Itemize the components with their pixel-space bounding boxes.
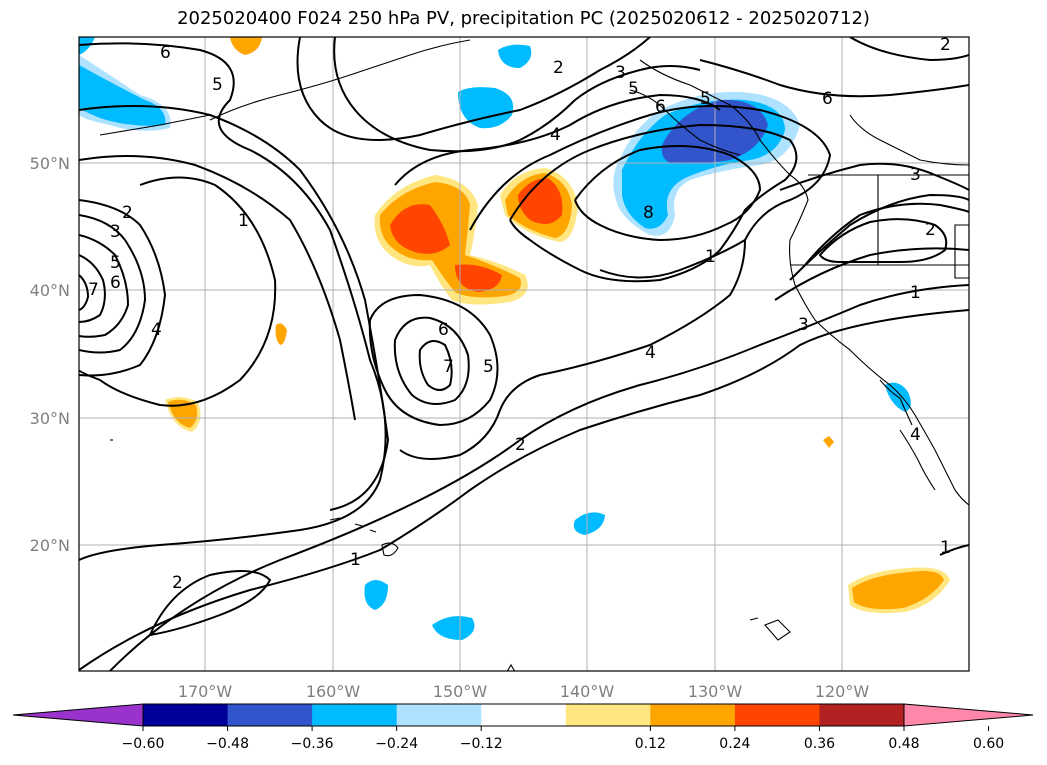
lon-label: 120°W	[815, 682, 870, 701]
contour-label: 2	[172, 573, 183, 593]
pv-contours	[79, 37, 969, 671]
contour-label: 5	[700, 89, 711, 109]
colorbar-frame	[142, 703, 905, 727]
contour-label: 4	[645, 343, 656, 363]
contour-label: 1	[238, 211, 249, 231]
contour-label: 2	[940, 35, 951, 55]
colorbar-extension-high	[903, 703, 1034, 727]
contour-label: 6	[822, 89, 833, 109]
lat-label: 30°N	[30, 409, 70, 428]
lon-label: 160°W	[306, 682, 361, 701]
contour-label: 6	[438, 320, 449, 340]
colorbar-tick-label: −0.60	[122, 736, 165, 752]
lat-label: 40°N	[30, 281, 70, 300]
contour-label: 2	[925, 220, 936, 240]
contour-label: 3	[110, 222, 121, 242]
colorbar-bin	[565, 704, 651, 726]
contour-label: 4	[550, 125, 561, 145]
colorbar-tick-label: −0.24	[375, 736, 418, 752]
contour-label: 1	[705, 247, 716, 267]
colorbar	[12, 703, 1034, 727]
colorbar-tick-label: −0.36	[291, 736, 334, 752]
contour-label: 2	[553, 58, 564, 78]
colorbar-bin	[819, 704, 905, 726]
contour-label: 3	[910, 165, 921, 185]
contour-label: 7	[88, 280, 99, 300]
colorbar-bin	[396, 704, 482, 726]
colorbar-tick-label: 0.60	[973, 736, 1004, 752]
contour-label: 6	[110, 273, 121, 293]
contour-label: 6	[655, 97, 666, 117]
contour-label: 8	[643, 203, 654, 223]
contour-label: 4	[151, 320, 162, 340]
map-frame	[78, 36, 970, 672]
colorbar-tick-label: −0.48	[206, 736, 249, 752]
lon-label: 150°W	[433, 682, 488, 701]
colorbar-tick-label: 0.48	[888, 736, 919, 752]
coastlines	[99, 39, 969, 671]
positive-precip-areas	[165, 37, 950, 614]
contour-label: 4	[910, 425, 921, 445]
contour-label: 5	[628, 79, 639, 99]
colorbar-extension-low	[12, 703, 144, 727]
colorbar-bin	[227, 704, 313, 726]
contour-label: 1	[940, 538, 951, 558]
contour-label: 5	[483, 357, 494, 377]
contour-label: 7	[443, 357, 454, 377]
latitude-labels: 50°N 40°N 30°N 20°N	[30, 154, 70, 555]
colorbar-tick-label: −0.12	[460, 736, 503, 752]
lon-label: 170°W	[178, 682, 233, 701]
contour-label: 3	[615, 63, 626, 83]
colorbar-bin	[312, 704, 398, 726]
lon-label: 130°W	[688, 682, 743, 701]
map-title: 2025020400 F024 250 hPa PV, precipitatio…	[177, 8, 870, 29]
contour-labels: 6 5 1 2 3 4 5 6 7 8 2 3 5 6 4 1 6 7 5 2 …	[88, 35, 951, 593]
contour-label: 6	[160, 43, 171, 63]
map-content: 6 5 1 2 3 4 5 6 7 8 2 3 5 6 4 1 6 7 5 2 …	[79, 35, 969, 671]
colorbar-bin	[481, 704, 567, 726]
colorbar-bin	[650, 704, 736, 726]
contour-label: 2	[122, 203, 133, 223]
contour-label: 3	[798, 315, 809, 335]
colorbar-tick-label: 0.36	[804, 736, 835, 752]
colorbar-bin	[734, 704, 820, 726]
lon-label: 140°W	[560, 682, 615, 701]
longitude-labels: 170°W 160°W 150°W 140°W 130°W 120°W	[178, 682, 870, 701]
map-area	[79, 37, 969, 671]
contour-label: 1	[910, 283, 921, 303]
contour-label: 5	[110, 253, 121, 273]
negative-precip-areas	[79, 37, 911, 640]
contour-label: 2	[515, 435, 526, 455]
lat-label: 50°N	[30, 154, 70, 173]
lat-label: 20°N	[30, 536, 70, 555]
colorbar-tick-label: 0.12	[635, 736, 666, 752]
colorbar-bin	[143, 704, 229, 726]
colorbar-tick-labels: −0.60 −0.48 −0.36 −0.24 −0.12 0.12 0.24 0.36 0.4…	[122, 726, 1004, 752]
contour-label: 5	[212, 75, 223, 95]
graticule	[79, 37, 969, 671]
colorbar-tick-label: 0.24	[719, 736, 750, 752]
contour-label: 1	[350, 550, 361, 570]
